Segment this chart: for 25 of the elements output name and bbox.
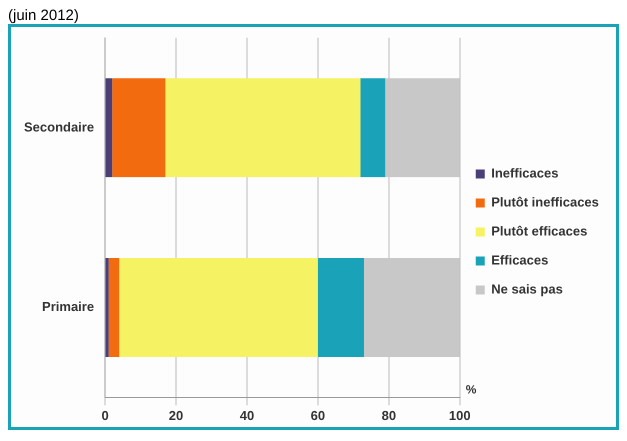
legend-label: Efficaces [491, 252, 548, 268]
y-tick-label: Secondaire [24, 119, 94, 134]
bar [165, 78, 360, 178]
legend-label: Ne sais pas [491, 282, 563, 297]
bar [112, 78, 166, 178]
bar [106, 258, 109, 357]
x-tick-label: 60 [310, 408, 326, 423]
x-tick-label: 20 [168, 408, 184, 423]
x-axis-title: % [466, 382, 477, 396]
x-tick-label: 0 [101, 408, 109, 423]
chart-title: (juin 2012) [8, 7, 80, 24]
bar [318, 258, 364, 357]
bar [364, 258, 460, 357]
bar [360, 78, 386, 178]
bar [108, 258, 120, 357]
bar [385, 78, 460, 178]
legend-label: Inefficaces [491, 166, 558, 181]
legend-label: Plutôt inefficaces [491, 194, 599, 210]
x-tick-label: 100 [448, 408, 471, 423]
x-tick-label: 40 [240, 408, 254, 423]
y-tick-label: Primaire [42, 299, 94, 314]
x-tick-label: 80 [382, 408, 396, 423]
bar [106, 78, 112, 178]
bar [119, 258, 318, 357]
legend-label: Plutôt efficaces [491, 224, 588, 239]
